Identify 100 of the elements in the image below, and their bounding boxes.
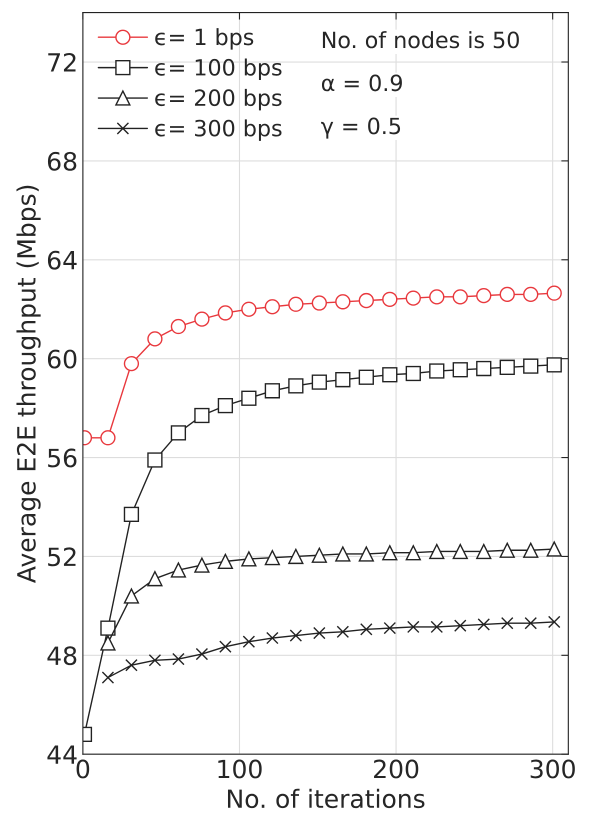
point [218, 398, 234, 414]
legend-label: ϵ= 100 bps [155, 58, 282, 80]
point [358, 292, 374, 308]
point [124, 506, 140, 522]
point [358, 370, 374, 385]
legend-label: ϵ= 300 bps [155, 119, 282, 141]
point [288, 378, 304, 394]
point [172, 652, 185, 666]
point [501, 616, 514, 630]
point [147, 571, 163, 586]
y-tick-label: 64 [48, 250, 77, 270]
point [382, 367, 398, 382]
point [241, 551, 257, 567]
y-tick-label: 48 [47, 646, 76, 666]
y-tick-label: 52 [48, 547, 76, 566]
point [452, 289, 468, 304]
point [406, 366, 421, 382]
point [523, 542, 538, 558]
y-tick-label: 60 [48, 350, 76, 369]
y-tick-label: 72 [48, 52, 76, 72]
point [194, 408, 210, 424]
point [264, 299, 280, 314]
x-tick-label: 300 [530, 760, 575, 778]
point [500, 542, 515, 558]
point [429, 544, 444, 560]
point [196, 648, 208, 660]
point [148, 654, 162, 667]
point [147, 452, 163, 468]
point [476, 288, 492, 304]
point [124, 588, 140, 604]
point [407, 620, 420, 634]
point [384, 622, 396, 634]
point [546, 541, 562, 557]
y-tick-label: 56 [48, 448, 76, 468]
point [382, 292, 398, 307]
point [523, 286, 538, 302]
point [170, 425, 186, 440]
point [312, 295, 327, 311]
point [524, 616, 537, 630]
point [218, 554, 234, 570]
point [358, 546, 374, 562]
point [313, 626, 326, 640]
point [241, 390, 257, 406]
point [125, 658, 138, 672]
point [406, 545, 421, 560]
legend-label: ϵ= 200 bps [155, 88, 282, 110]
point [266, 632, 279, 644]
point [218, 305, 234, 321]
point [360, 623, 373, 636]
point [147, 331, 163, 347]
point [312, 548, 327, 563]
point [124, 356, 140, 372]
point [194, 557, 210, 573]
point [100, 430, 116, 446]
point [429, 289, 444, 304]
annotation: α = 0.9 [322, 74, 402, 92]
point [102, 671, 114, 684]
point [335, 372, 350, 388]
point [476, 544, 492, 560]
point [546, 357, 562, 372]
point [264, 383, 280, 398]
annotation: No. of nodes is 50 [322, 31, 519, 48]
point [264, 550, 280, 566]
point [170, 318, 186, 334]
point [452, 544, 468, 560]
point [430, 620, 444, 634]
y-tick-label: 68 [48, 152, 76, 171]
x-tick-label: 200 [374, 760, 418, 778]
point [194, 311, 210, 327]
point [335, 294, 350, 310]
point [454, 619, 467, 632]
x-axis-title: No. of iterations [228, 788, 424, 808]
point [382, 545, 398, 560]
point [476, 360, 492, 376]
point [523, 358, 538, 374]
point [100, 620, 116, 636]
y-tick-label: 44 [47, 745, 77, 764]
point [219, 640, 232, 653]
point [452, 362, 468, 378]
point [288, 296, 304, 312]
y-axis-title: Average E2E throughput (Mbps) [16, 186, 41, 583]
point [478, 618, 490, 631]
point [335, 546, 350, 562]
point [406, 290, 421, 306]
point [288, 548, 304, 564]
point [100, 635, 116, 651]
legend-label: ϵ= 1 bps [155, 28, 254, 50]
point [242, 635, 256, 648]
point [546, 286, 562, 301]
point [336, 626, 350, 638]
point [500, 286, 515, 302]
point [312, 374, 327, 390]
point [500, 360, 515, 375]
point [170, 562, 186, 578]
point [429, 363, 444, 379]
point [241, 302, 257, 317]
annotation: γ = 0.5 [321, 118, 400, 139]
x-tick-label: 100 [218, 760, 262, 778]
point [548, 616, 560, 628]
point [290, 629, 302, 642]
